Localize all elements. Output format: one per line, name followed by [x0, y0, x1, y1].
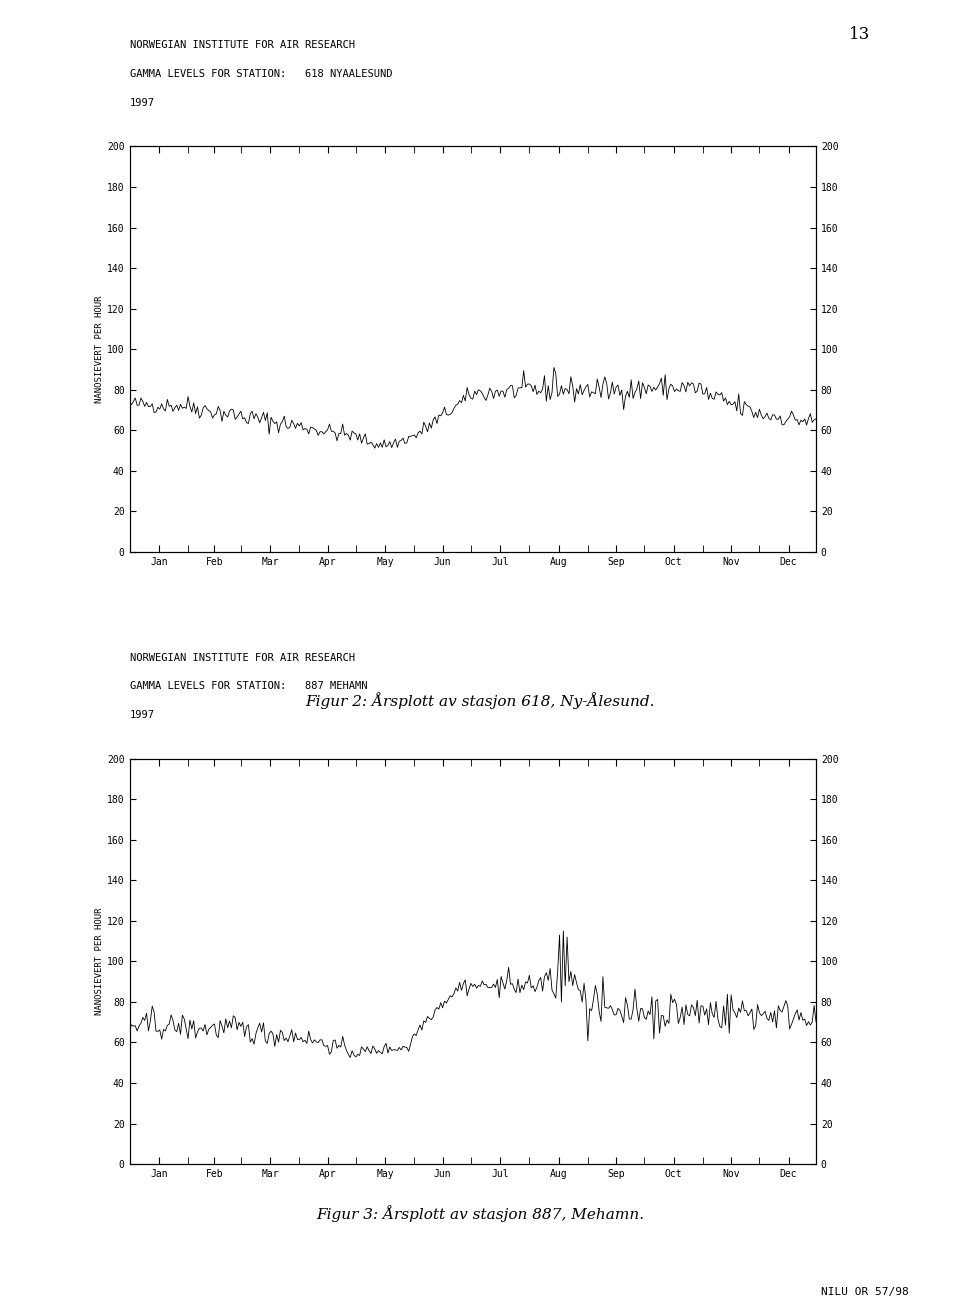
Text: 1997: 1997 [130, 710, 155, 721]
Text: GAMMA LEVELS FOR STATION:   618 NYAALESUND: GAMMA LEVELS FOR STATION: 618 NYAALESUND [130, 69, 392, 80]
Text: NORWEGIAN INSTITUTE FOR AIR RESEARCH: NORWEGIAN INSTITUTE FOR AIR RESEARCH [130, 653, 354, 663]
Text: Figur 3: Årsplott av stasjon 887, Mehamn.: Figur 3: Årsplott av stasjon 887, Mehamn… [316, 1205, 644, 1222]
Text: NORWEGIAN INSTITUTE FOR AIR RESEARCH: NORWEGIAN INSTITUTE FOR AIR RESEARCH [130, 41, 354, 51]
Text: NILU OR 57/98: NILU OR 57/98 [821, 1287, 908, 1298]
Text: 1997: 1997 [130, 98, 155, 109]
Y-axis label: NANOSIEVERT PER HOUR: NANOSIEVERT PER HOUR [95, 908, 105, 1015]
Y-axis label: NANOSIEVERT PER HOUR: NANOSIEVERT PER HOUR [95, 296, 105, 403]
Text: GAMMA LEVELS FOR STATION:   887 MEHAMN: GAMMA LEVELS FOR STATION: 887 MEHAMN [130, 681, 367, 692]
Text: 13: 13 [849, 26, 870, 43]
Text: Figur 2: Årsplott av stasjon 618, Ny-Ålesund.: Figur 2: Årsplott av stasjon 618, Ny-Åle… [305, 692, 655, 709]
